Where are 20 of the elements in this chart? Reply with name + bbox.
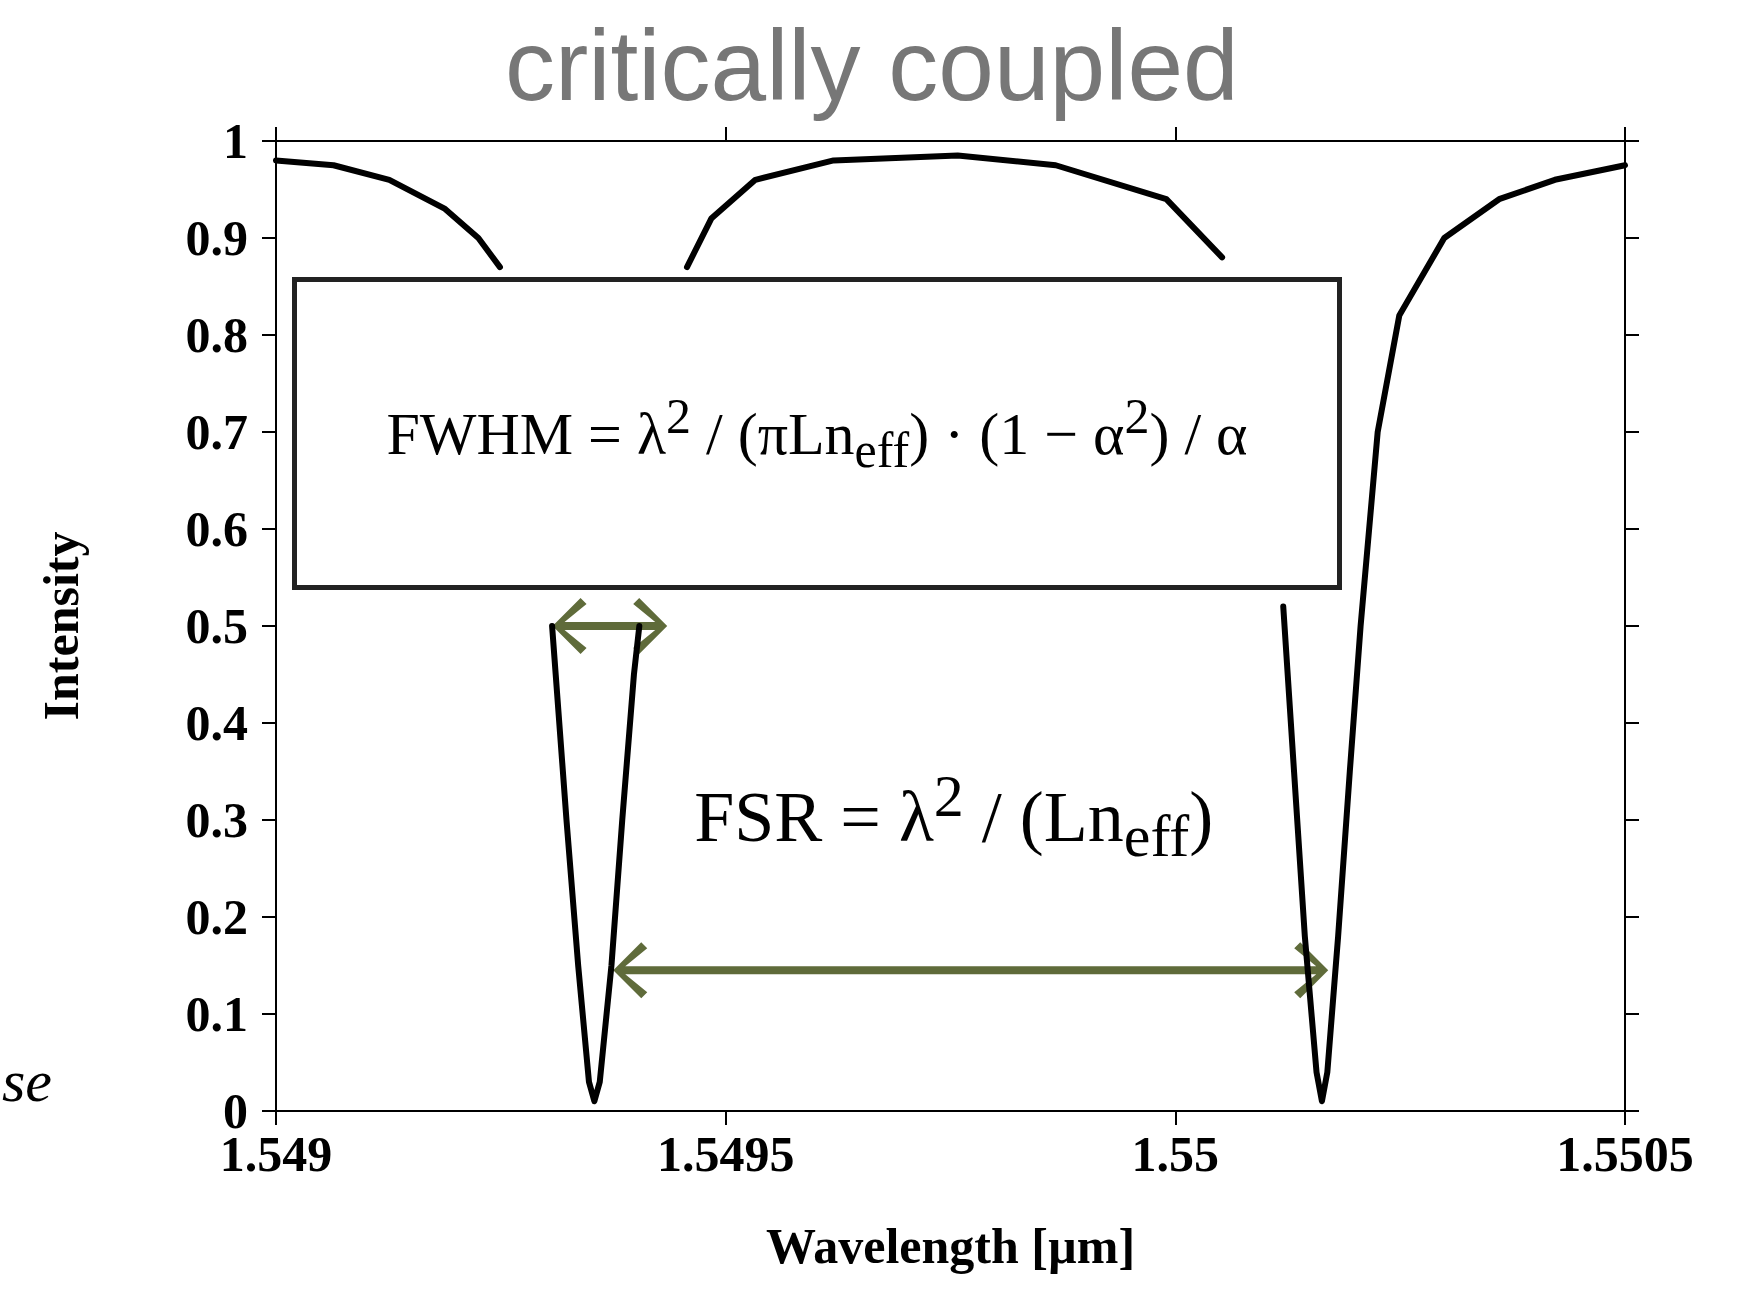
annotation: FWHM = λ$^{2}$ / (πLn$_{eff}$) · (1 − α$^{2}$) / α — [386, 387, 1248, 480]
y-tick-label: 0.1 — [185, 986, 248, 1042]
y-tick-label: 0.9 — [185, 210, 248, 266]
x-tick-label: 1.5495 — [656, 1126, 795, 1182]
y-tick-label: 1 — [223, 113, 248, 169]
x-axis-title: Wavelength [µm] — [765, 1218, 1136, 1274]
y-axis-title: Intensity — [33, 531, 89, 721]
x-tick-label: 1.55 — [1131, 1126, 1220, 1182]
x-tick-label: 1.5505 — [1556, 1126, 1694, 1182]
y-tick-label: 0.3 — [185, 792, 248, 848]
y-tick-label: 0.4 — [185, 695, 248, 751]
y-tick-label: 0.5 — [185, 598, 248, 654]
annotation: FSR = λ$^{2}$ / (Ln$_{eff}$) — [694, 762, 1214, 870]
y-tick-label: 0.7 — [185, 404, 248, 460]
formula-box: FWHM = λ$^{2}$ / (πLn$_{eff}$) · (1 − α$^{2}$) / α — [292, 276, 1342, 591]
y-tick-label: 0.6 — [185, 501, 248, 557]
y-tick-label: 0.2 — [185, 889, 248, 945]
y-tick-label: 0.8 — [185, 307, 248, 363]
text: se — [2, 1047, 52, 1114]
chart-title: critically coupled — [505, 9, 1239, 121]
